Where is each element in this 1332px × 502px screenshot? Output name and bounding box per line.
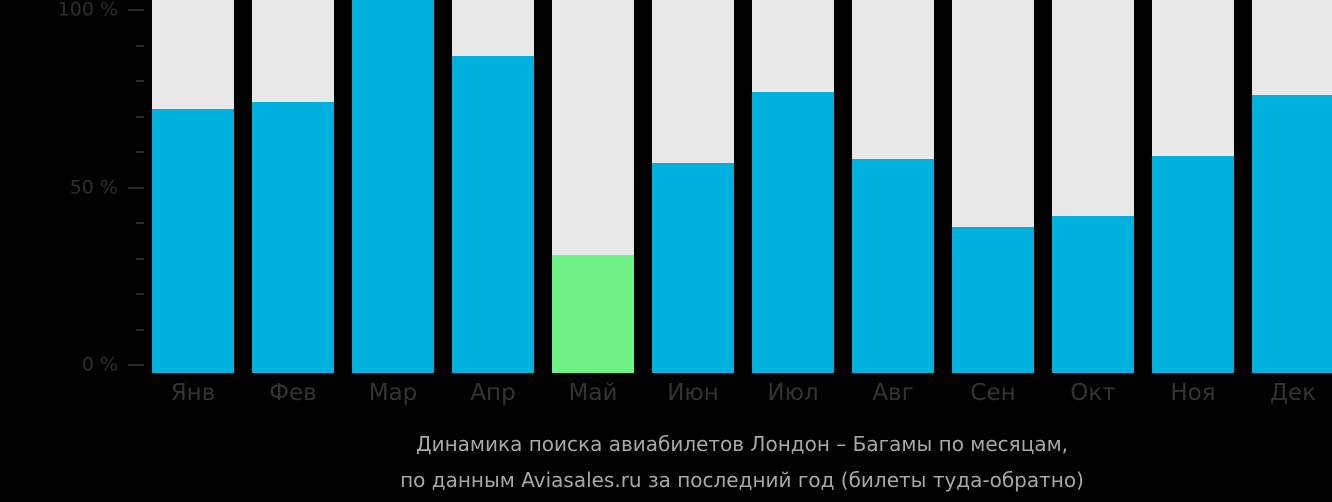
bar-fill: [952, 226, 1034, 373]
x-tick-label: Июн: [667, 380, 719, 406]
chart-subtitle: по данным Aviasales.ru за последний год …: [400, 468, 1084, 492]
bar-Сен[interactable]: [952, 0, 1034, 373]
x-tick-label: Июл: [767, 380, 819, 406]
bar-Окт[interactable]: [1052, 0, 1134, 373]
bar-fill: [1252, 95, 1332, 373]
x-tick-label: Мар: [368, 380, 418, 406]
chart-title: Динамика поиска авиабилетов Лондон – Баг…: [415, 432, 1069, 456]
x-tick-label: Фев: [269, 380, 317, 406]
y-minor-tick: [136, 80, 144, 82]
bar-fill: [352, 0, 434, 373]
bar-fill: [252, 102, 334, 373]
y-major-tick: [128, 364, 144, 366]
x-tick-label: Май: [568, 380, 618, 406]
bar-fill: [652, 162, 734, 373]
bar-fill: [452, 56, 534, 373]
y-minor-tick: [136, 44, 144, 47]
x-tick-label: Окт: [1070, 380, 1116, 406]
y-major-tick: [128, 9, 144, 11]
y-tick-label: 50 %: [69, 176, 118, 198]
y-major-tick: [128, 186, 144, 189]
bar-Авг[interactable]: [852, 0, 934, 373]
y-minor-tick: [136, 115, 144, 118]
bar-Фев[interactable]: [252, 0, 334, 373]
y-minor-tick: [136, 257, 144, 260]
bar-fill: [552, 254, 634, 373]
bar-fill: [752, 91, 834, 373]
bar-Июл[interactable]: [752, 0, 834, 373]
bar-fill: [852, 159, 934, 373]
y-minor-tick: [136, 151, 144, 153]
x-tick-label: Авг: [872, 380, 914, 406]
y-minor-tick: [136, 328, 144, 331]
x-tick-label: Апр: [470, 380, 516, 406]
y-tick-label: 0 %: [81, 353, 118, 376]
bar-Апр[interactable]: [452, 0, 534, 373]
bar-Май[interactable]: [552, 0, 634, 373]
bar-Янв[interactable]: [152, 0, 234, 373]
bar-Июн[interactable]: [652, 0, 734, 373]
bar-fill: [1152, 155, 1234, 373]
x-tick-label: Дек: [1269, 380, 1316, 406]
y-tick-label: 100 %: [57, 0, 118, 21]
x-tick-label: Ноя: [1170, 380, 1216, 406]
x-tick-label: Сен: [970, 380, 1016, 406]
bar-fill: [1052, 215, 1134, 373]
x-tick-label: Янв: [170, 380, 216, 406]
bar-fill: [152, 109, 234, 373]
bar-Ноя[interactable]: [1152, 0, 1234, 373]
y-minor-tick: [136, 222, 144, 224]
bar-Мар[interactable]: [352, 0, 434, 373]
y-minor-tick: [136, 293, 144, 295]
bar-Дек[interactable]: [1252, 0, 1332, 373]
